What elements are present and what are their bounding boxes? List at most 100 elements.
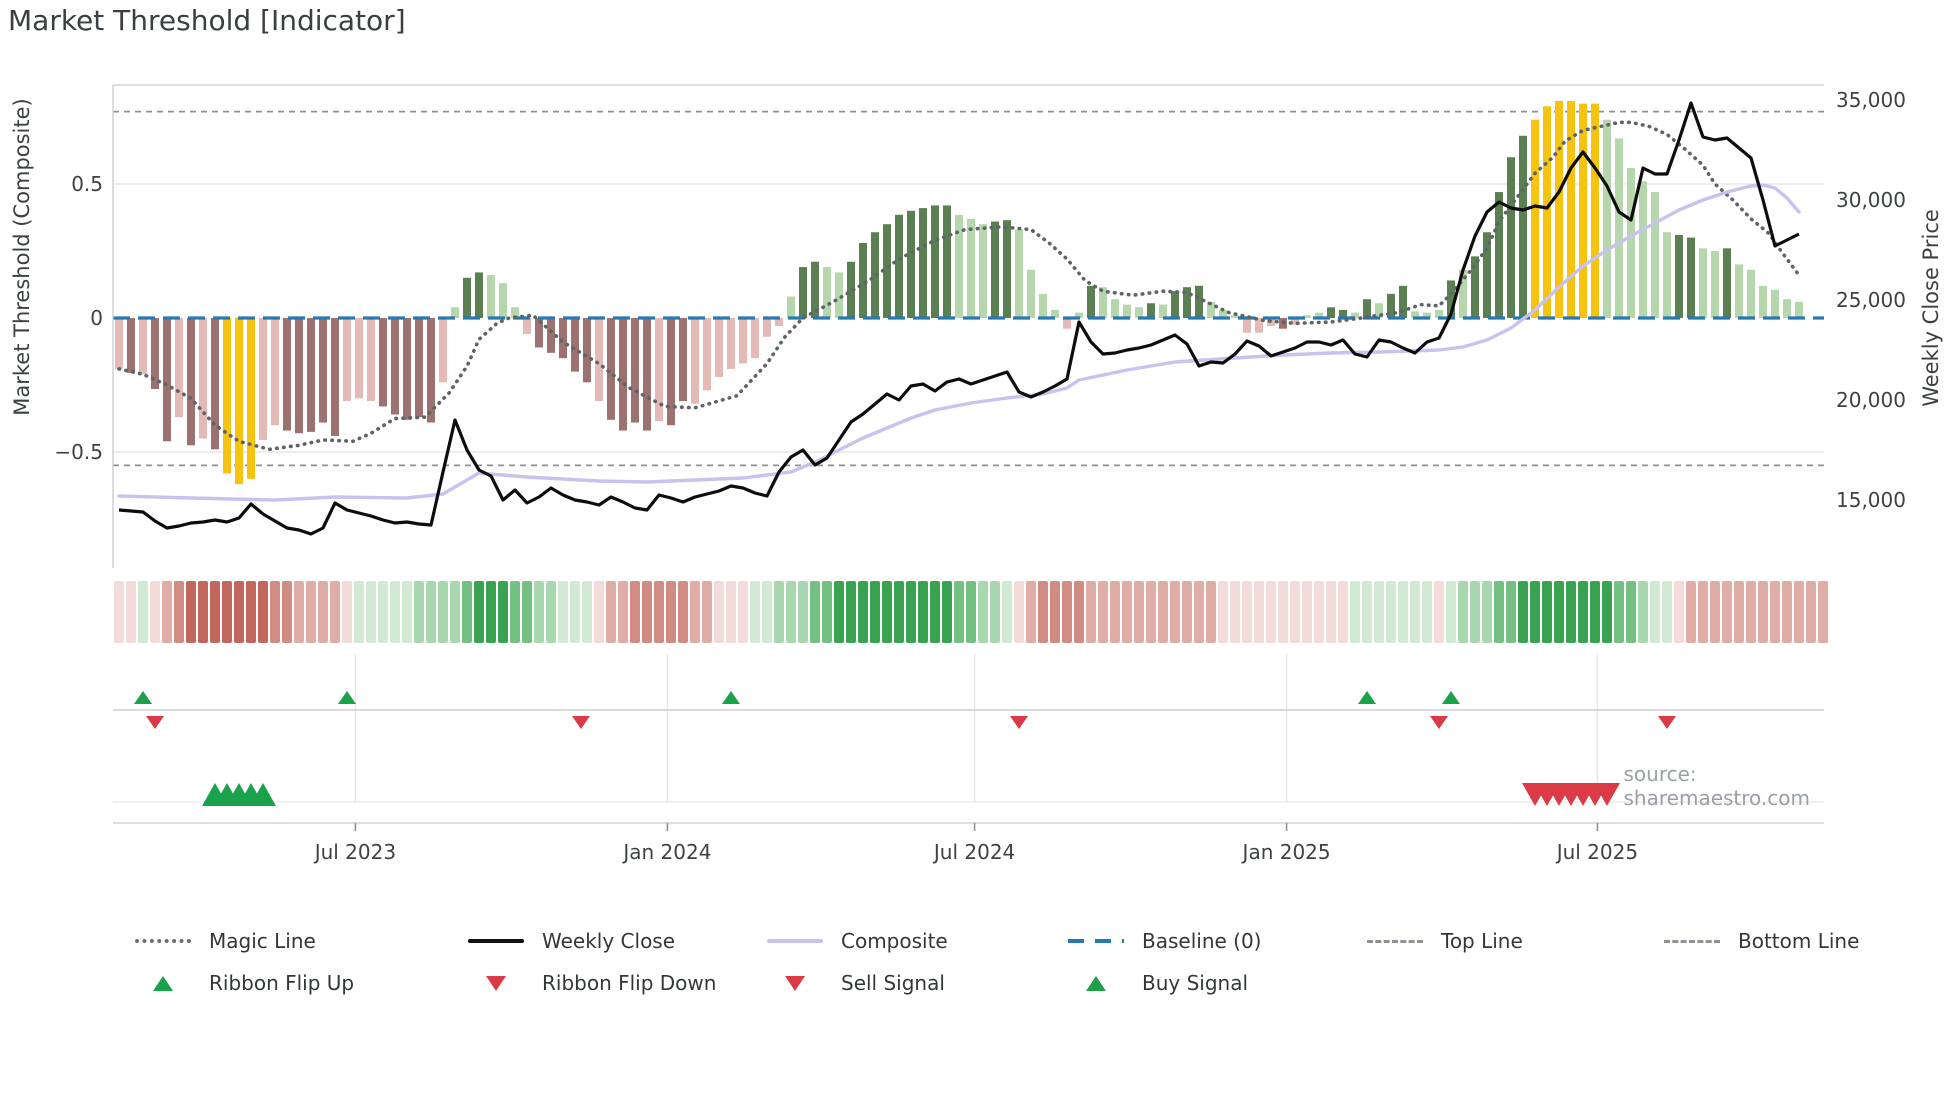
- legend-item: Ribbon Flip Up: [133, 970, 354, 996]
- ribbon-cell: [1374, 581, 1384, 643]
- right-tick-label: 15,000: [1836, 488, 1906, 512]
- legend-item: Composite: [765, 928, 948, 954]
- flip-down-marker: [1010, 716, 1028, 729]
- flip-up-marker: [134, 691, 152, 704]
- ribbon-cell: [1458, 581, 1468, 643]
- threshold-bar: [307, 318, 315, 432]
- x-tick-label: Jan 2025: [1242, 840, 1331, 864]
- threshold-bar: [475, 272, 483, 318]
- ribbon-cell: [1110, 581, 1120, 643]
- threshold-bar: [1243, 318, 1251, 333]
- threshold-bar: [655, 318, 663, 422]
- legend-tri-down-icon: [765, 975, 825, 991]
- ribbon-cell: [318, 581, 328, 643]
- ribbon-cell: [498, 581, 508, 643]
- ribbon-cell: [1746, 581, 1756, 643]
- ribbon-cell: [870, 581, 880, 643]
- ribbon-cell: [990, 581, 1000, 643]
- ribbon-cell: [162, 581, 172, 643]
- ribbon-cell: [462, 581, 472, 643]
- threshold-bar: [643, 318, 651, 431]
- ribbon-cell: [198, 581, 208, 643]
- threshold-bar: [991, 221, 999, 318]
- threshold-bar: [151, 318, 159, 390]
- ribbon-cell: [1134, 581, 1144, 643]
- ribbon-cell: [1386, 581, 1396, 643]
- ribbon-cell: [294, 581, 304, 643]
- threshold-bar: [1771, 289, 1779, 318]
- legend-finedash-icon: [1365, 939, 1425, 943]
- legend-marker-shape: [153, 975, 173, 991]
- threshold-bar: [1795, 301, 1803, 318]
- ribbon-cell: [1446, 581, 1456, 643]
- legend-label: Ribbon Flip Up: [209, 971, 355, 995]
- threshold-bar: [379, 318, 387, 407]
- legend-marker-shape: [468, 939, 524, 943]
- ribbon-cell: [1518, 581, 1528, 643]
- composite-line: [117, 183, 1801, 502]
- legend-marker-shape: [135, 939, 191, 943]
- ribbon-cell: [378, 581, 388, 643]
- threshold-bar: [451, 307, 459, 318]
- ribbon-cell: [1698, 581, 1708, 643]
- threshold-bar: [355, 318, 363, 399]
- right-tick-label: 30,000: [1836, 188, 1906, 212]
- legend-solid-icon: [765, 939, 825, 943]
- threshold-bar: [1783, 299, 1791, 318]
- threshold-bar: [607, 318, 615, 420]
- threshold-bar: [415, 318, 423, 418]
- ribbon-cell: [750, 581, 760, 643]
- ribbon-cell: [1650, 581, 1660, 643]
- ribbon-cell: [1062, 581, 1072, 643]
- ribbon-cell: [834, 581, 844, 643]
- threshold-bar: [115, 318, 123, 369]
- ribbon-cell: [1710, 581, 1720, 643]
- ribbon-cell: [774, 581, 784, 643]
- threshold-bar: [1063, 318, 1071, 329]
- sell-signal-marker: [1594, 783, 1620, 806]
- threshold-bar: [331, 318, 339, 436]
- ribbon-cell: [474, 581, 484, 643]
- ribbon-cell: [786, 581, 796, 643]
- ribbon-cell: [1626, 581, 1636, 643]
- legend-marker-shape: [1068, 939, 1124, 943]
- ribbon-cell: [222, 581, 232, 643]
- ribbon-cell: [1230, 581, 1240, 643]
- ribbon-cell: [330, 581, 340, 643]
- ribbon-cell: [1482, 581, 1492, 643]
- threshold-bar: [1015, 229, 1023, 318]
- ribbon-cell: [342, 581, 352, 643]
- threshold-bar: [1531, 119, 1539, 319]
- threshold-bar: [547, 318, 555, 353]
- ribbon-cell: [1638, 581, 1648, 643]
- ribbon-cell: [978, 581, 988, 643]
- threshold-bar: [1471, 256, 1479, 318]
- threshold-bar: [1723, 248, 1731, 318]
- ribbon-cell: [1494, 581, 1504, 643]
- threshold-bar: [595, 318, 603, 402]
- legend-marker-shape: [1367, 939, 1423, 943]
- threshold-bar: [1699, 248, 1707, 318]
- threshold-bar: [283, 318, 291, 431]
- flip-down-marker: [146, 716, 164, 729]
- ribbon-cell: [954, 581, 964, 643]
- ribbon-cell: [1434, 581, 1444, 643]
- threshold-bar: [835, 272, 843, 318]
- threshold-bar: [1255, 318, 1263, 333]
- ribbon-cell: [1038, 581, 1048, 643]
- x-tick-label: Jul 2025: [1556, 840, 1639, 864]
- ribbon-cell: [1734, 581, 1744, 643]
- ribbon-cell: [666, 581, 676, 643]
- ribbon-cell: [1302, 581, 1312, 643]
- page-title: Market Threshold [Indicator]: [8, 4, 406, 37]
- threshold-bar: [1519, 135, 1527, 318]
- threshold-bar: [523, 318, 531, 335]
- threshold-bar: [739, 318, 747, 364]
- threshold-bar: [1399, 285, 1407, 318]
- threshold-bar: [1651, 192, 1659, 318]
- threshold-bar: [499, 283, 507, 318]
- ribbon-cell: [810, 581, 820, 643]
- threshold-bar: [511, 307, 519, 318]
- threshold-bar: [1603, 119, 1611, 319]
